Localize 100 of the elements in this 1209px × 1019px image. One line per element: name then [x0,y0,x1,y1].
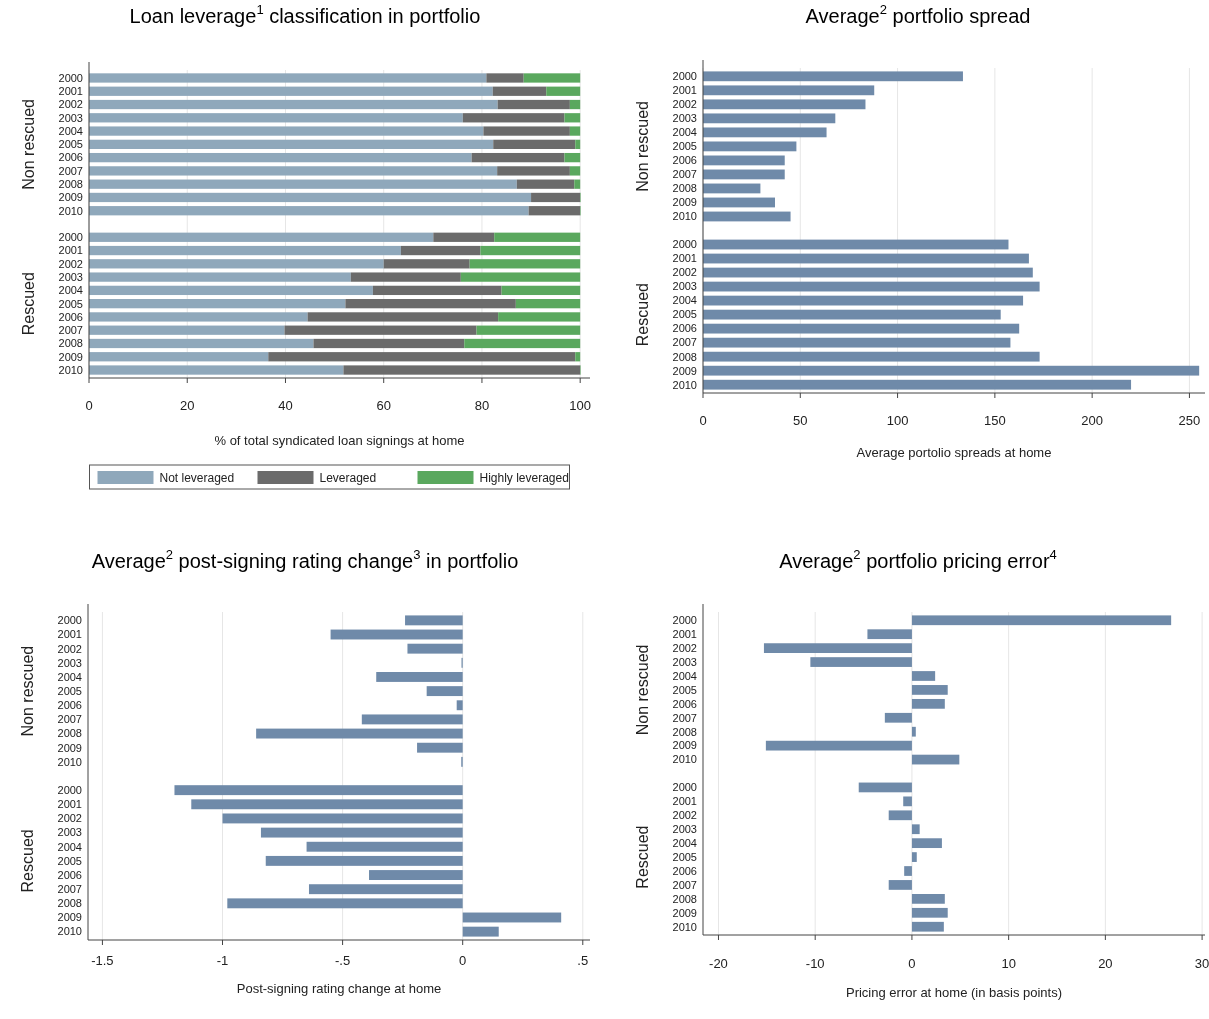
bar [89,126,484,136]
y-tick-label: 2008 [672,892,697,905]
y-tick-label: 2009 [672,364,697,377]
y-tick-label: 2010 [672,378,697,391]
y-tick-label: 2005 [57,684,82,697]
bar [911,894,945,904]
bar [703,337,1011,348]
text: Rescued [634,283,651,347]
bar [306,841,463,852]
bar [911,852,917,862]
text: Non rescued [19,645,36,737]
bar [372,285,502,296]
bar [462,113,565,123]
bar [867,629,912,640]
bar [383,259,470,269]
y-tick-label: 2001 [672,628,697,641]
text: Non rescued [634,101,651,192]
y-tick-label: 2007 [58,324,83,337]
y-tick-label: 2009 [672,739,697,752]
bar [89,73,487,83]
y-tick-label: 2004 [672,126,697,139]
y-tick-label: 2007 [57,883,82,896]
y-tick-label: 2002 [672,641,697,654]
y-tick-label: 2004 [57,670,82,683]
bar [516,179,575,189]
y-tick-label: 2003 [58,270,83,283]
bar [703,169,785,180]
y-tick-label: 2000 [672,238,697,251]
bar [703,155,785,166]
x-axis-title: Average portolio spreads at home [856,445,1052,460]
bar [343,365,581,375]
bar [89,352,269,362]
y-tick-label: 2010 [57,925,82,938]
x-tick-label: .5 [577,953,589,968]
text: Rescued [634,825,651,889]
bar [569,126,581,136]
bar [888,810,912,821]
y-tick-label: 2001 [672,84,697,97]
bar [222,813,463,824]
bar [89,245,401,256]
y-tick-label: 2007 [672,711,697,724]
y-tick-label: 2006 [58,151,83,164]
x-tick-label: 60 [376,398,391,413]
bar [703,71,963,82]
x-tick-label: 100 [569,398,592,413]
y-tick-label: 2002 [58,98,83,111]
text: Rescued [19,829,36,893]
y-tick-label: 2003 [672,655,697,668]
y-tick-label: 2000 [57,614,82,627]
bar [89,113,463,123]
y-tick-label: 2009 [672,196,697,209]
bar [89,338,314,349]
bar [703,141,797,152]
bar [911,754,960,765]
x-tick-label: -.5 [335,953,351,968]
bar [483,126,570,136]
y-tick-label: 2001 [57,628,82,641]
x-tick-label: 250 [1178,413,1201,428]
y-tick-label: 2004 [672,294,697,307]
bar [265,855,463,866]
y-tick-label: 2008 [58,178,83,191]
bar [911,838,942,849]
y-tick-label: 2001 [672,795,697,808]
chart-title: Loan leverage$^{1}$ classification in portfolio [129,1,481,28]
y-tick-label: 2006 [57,868,82,881]
y-tick-label: 2005 [58,138,83,151]
x-tick-label: 0 [699,413,707,428]
legend-label: Not leveraged [159,471,235,486]
bar [89,312,308,322]
bar [703,239,1009,250]
x-tick-label: 200 [1081,413,1103,428]
x-axis-title: % of total syndicated loan signings at home [214,433,465,448]
x-tick-label: 20 [180,398,195,413]
y-tick-label: 2008 [672,725,697,738]
bar [703,253,1029,264]
x-tick-label: -1 [216,953,229,968]
bar [911,671,936,681]
y-tick-label: 2004 [57,840,82,853]
bar [260,827,463,838]
bar [703,99,866,110]
x-tick-label: 0 [85,398,93,413]
bar [763,643,912,653]
bar [703,379,1132,390]
bar [884,712,912,723]
bar [564,113,581,123]
bar [703,351,1040,362]
y-tick-label: 2009 [58,350,83,363]
bar [480,245,581,256]
bar [89,139,494,149]
bar [469,259,581,269]
chart-title: Average$^{2}$ portfolio pricing error$^{4}$ [779,546,1057,573]
bar [501,285,581,296]
bar [89,232,434,242]
bar [462,926,499,937]
x-tick-label: 10 [1001,956,1016,971]
y-tick-label: 2007 [672,878,697,891]
y-tick-label: 2001 [58,244,83,257]
y-tick-label: 2003 [672,112,697,125]
bar [345,299,516,309]
x-tick-label: 100 [886,413,909,428]
